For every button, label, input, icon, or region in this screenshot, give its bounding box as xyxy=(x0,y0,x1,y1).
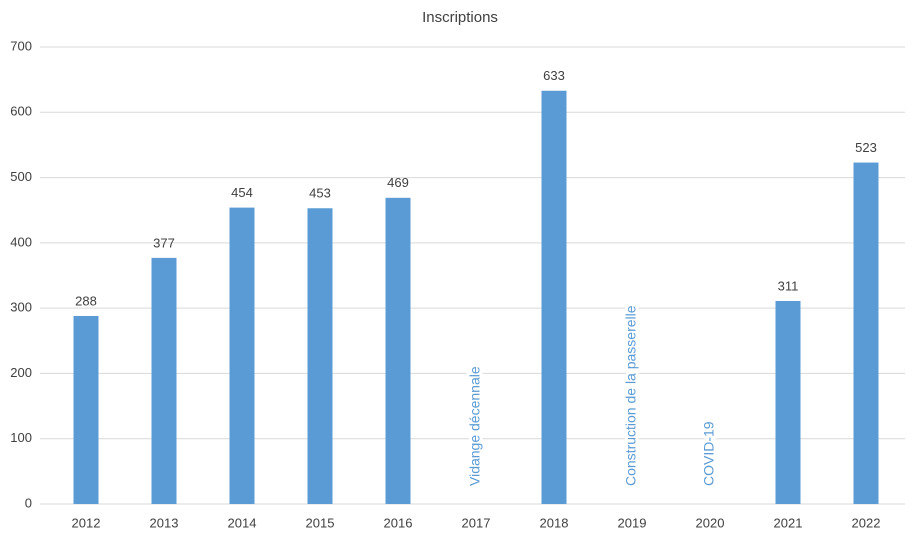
data-label: 311 xyxy=(778,278,799,293)
x-tick-label: 2020 xyxy=(696,515,725,530)
data-label: 633 xyxy=(543,68,565,83)
y-tick-label: 200 xyxy=(10,365,32,380)
bar xyxy=(151,257,177,504)
x-tick-label: 2014 xyxy=(228,515,257,530)
chart-title: Inscriptions xyxy=(422,9,498,26)
y-tick-label: 500 xyxy=(10,169,32,184)
x-tick-label: 2017 xyxy=(462,515,491,530)
bar xyxy=(229,207,255,505)
data-label: 377 xyxy=(153,235,175,250)
x-tick-label: 2012 xyxy=(72,515,101,530)
x-tick-label: 2013 xyxy=(150,515,179,530)
y-tick-label: 400 xyxy=(10,234,32,249)
data-label: 523 xyxy=(855,140,877,155)
annotation: Construction de la passerelle xyxy=(623,305,639,486)
x-tick-label: 2016 xyxy=(384,515,413,530)
data-label: 454 xyxy=(231,185,253,200)
data-label: 288 xyxy=(75,293,97,308)
bar xyxy=(385,197,411,504)
y-tick-label: 300 xyxy=(10,300,32,315)
bar xyxy=(775,300,801,504)
x-tick-label: 2015 xyxy=(306,515,335,530)
x-tick-label: 2019 xyxy=(618,515,647,530)
x-tick-label: 2022 xyxy=(852,515,881,530)
y-tick-label: 600 xyxy=(10,104,32,119)
bar xyxy=(541,90,567,505)
y-tick-label: 100 xyxy=(10,430,32,445)
y-tick-label: 700 xyxy=(10,38,32,53)
annotation: Vidange décennale xyxy=(467,366,483,486)
bar xyxy=(853,162,879,504)
x-tick-label: 2018 xyxy=(540,515,569,530)
data-label: 453 xyxy=(309,186,331,201)
y-tick-label: 0 xyxy=(25,495,32,510)
bar xyxy=(307,208,333,504)
data-label: 469 xyxy=(387,175,409,190)
annotation: COVID-19 xyxy=(701,421,717,486)
x-tick-label: 2021 xyxy=(774,515,803,530)
bar xyxy=(73,315,99,504)
